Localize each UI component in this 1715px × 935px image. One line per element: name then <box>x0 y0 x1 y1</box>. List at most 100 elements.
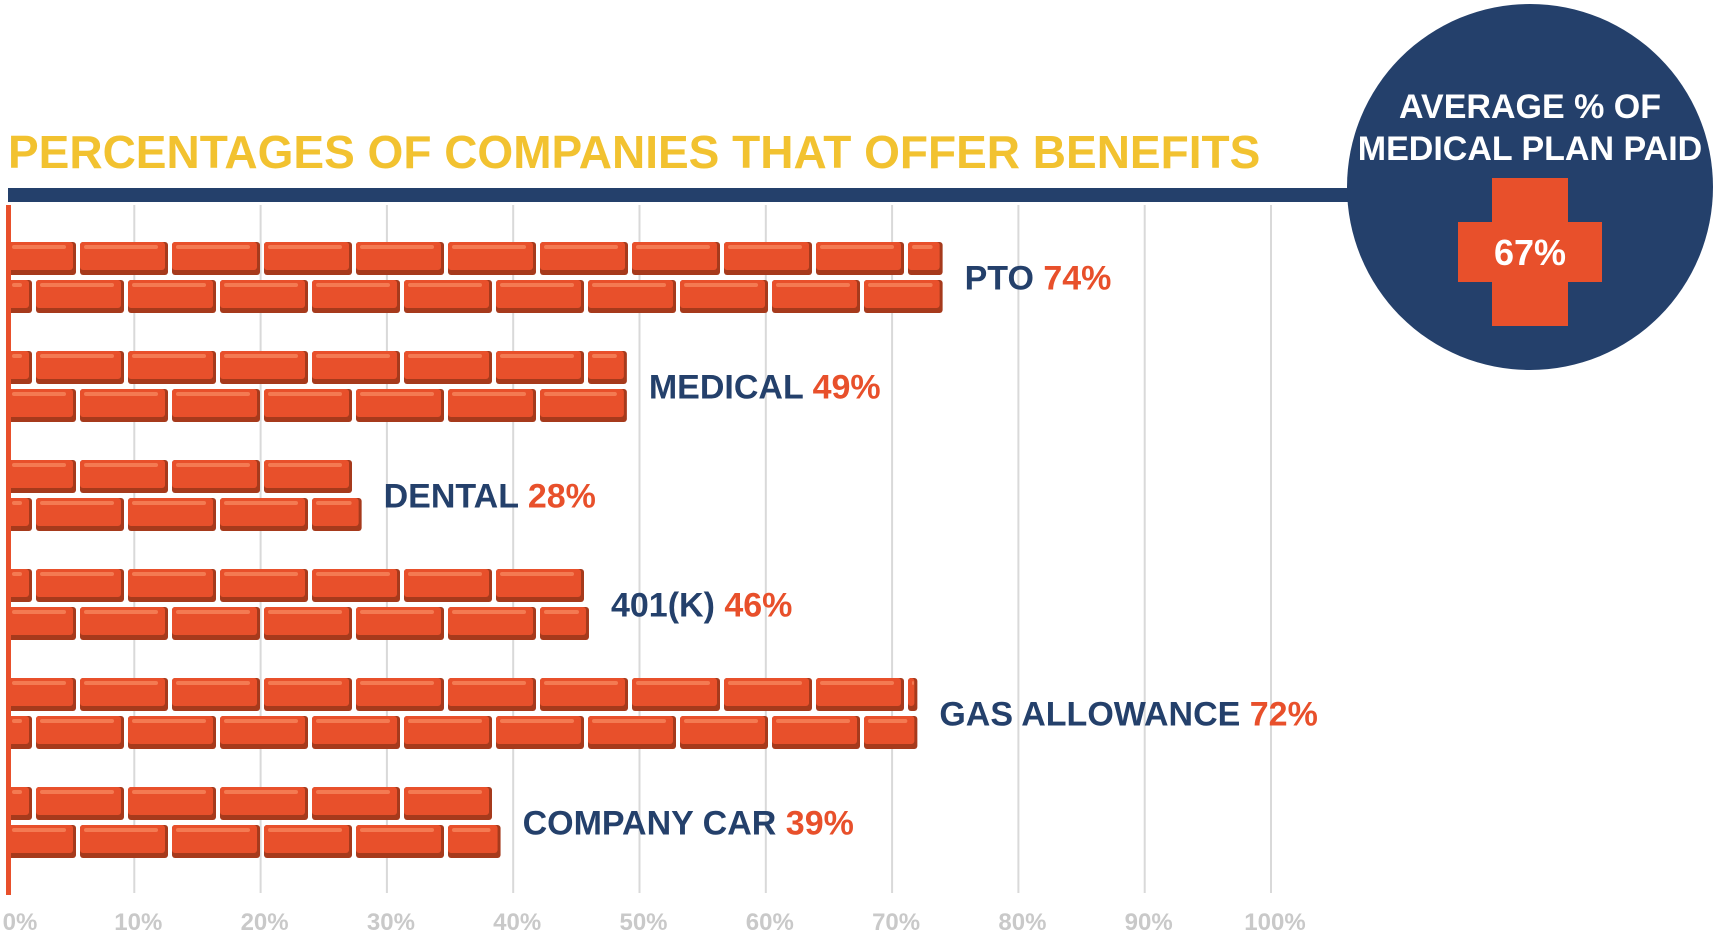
medical-plan-badge: AVERAGE % OF MEDICAL PLAN PAID 67% <box>1347 4 1713 370</box>
brick-highlight <box>268 610 342 614</box>
label-space <box>1034 260 1043 298</box>
brick-highlight <box>12 790 22 794</box>
brick-highlight <box>592 354 617 358</box>
brick-highlight <box>84 610 158 614</box>
brick-highlight <box>268 245 342 249</box>
brick-highlight <box>316 354 390 358</box>
brick-highlight <box>636 245 710 249</box>
brick-highlight <box>636 681 710 685</box>
brick-highlight <box>224 572 298 576</box>
brick-highlight <box>176 681 250 685</box>
value-label: 49% <box>813 369 881 407</box>
brick-highlight <box>224 719 298 723</box>
brick-highlight <box>268 463 342 467</box>
brick <box>8 351 29 379</box>
brick-highlight <box>12 392 66 396</box>
brick-highlight <box>452 610 526 614</box>
value-label: 74% <box>1043 260 1111 298</box>
x-tick-label: 10% <box>114 909 162 935</box>
brick <box>908 678 915 706</box>
brick-highlight <box>12 572 22 576</box>
category-name: GAS ALLOWANCE <box>939 696 1240 734</box>
x-tick-label: 90% <box>1125 909 1173 935</box>
brick-highlight <box>268 828 342 832</box>
brick-highlight <box>820 245 894 249</box>
brick-highlight <box>544 392 617 396</box>
brick-highlight <box>544 681 618 685</box>
brick-highlight <box>268 681 342 685</box>
brick-highlight <box>12 354 22 358</box>
brick-highlight <box>12 245 66 249</box>
brick-highlight <box>360 610 434 614</box>
brick-highlight <box>84 681 158 685</box>
brick-highlight <box>12 610 66 614</box>
brick-highlight <box>132 719 206 723</box>
brick-highlight <box>224 790 298 794</box>
brick-highlight <box>684 719 758 723</box>
label-space <box>803 369 812 407</box>
title-underline <box>8 188 1408 202</box>
label-space <box>715 587 724 625</box>
brick-highlight <box>40 501 114 505</box>
brick-highlight <box>268 392 342 396</box>
brick-highlight <box>544 610 579 614</box>
brick-highlight <box>12 463 66 467</box>
category-label: MEDICAL 49% <box>649 369 881 407</box>
brick-highlight <box>684 283 758 287</box>
brick-highlight <box>40 790 114 794</box>
brick-highlight <box>868 719 908 723</box>
brick-highlight <box>408 354 482 358</box>
category-name: DENTAL <box>384 478 519 516</box>
x-tick-label: 80% <box>998 909 1046 935</box>
value-label: 46% <box>724 587 792 625</box>
brick-highlight <box>912 681 914 685</box>
brick-highlight <box>500 719 574 723</box>
brick-highlight <box>592 719 666 723</box>
badge-title-line1: AVERAGE % OF <box>1399 88 1661 126</box>
brick-highlight <box>224 283 298 287</box>
brick-highlight <box>500 283 574 287</box>
bar <box>8 351 627 422</box>
value-label: 28% <box>528 478 596 516</box>
brick <box>8 716 29 744</box>
brick-highlight <box>820 681 894 685</box>
brick <box>8 280 29 308</box>
brick-highlight <box>40 354 114 358</box>
bar <box>8 678 918 749</box>
x-tick-label: 100% <box>1244 909 1305 935</box>
brick-highlight <box>452 392 526 396</box>
category-label: 401(K) 46% <box>611 587 792 625</box>
bars-group <box>8 242 943 858</box>
x-tick-label: 30% <box>367 909 415 935</box>
brick-highlight <box>132 501 206 505</box>
brick-highlight <box>40 283 114 287</box>
brick-highlight <box>224 501 298 505</box>
value-label: 39% <box>786 805 854 843</box>
category-name: 401(K) <box>611 587 715 625</box>
brick-highlight <box>132 283 206 287</box>
chart-title: PERCENTAGES OF COMPANIES THAT OFFER BENE… <box>8 126 1260 178</box>
brick-highlight <box>452 828 491 832</box>
brick-highlight <box>12 501 22 505</box>
category-label: GAS ALLOWANCE 72% <box>939 696 1317 734</box>
x-axis-ticks: 0% 10% 20% 30% 40% 50% 60% 70% 80% 90% 100% <box>3 909 1306 935</box>
brick-highlight <box>776 719 850 723</box>
brick-highlight <box>84 828 158 832</box>
brick-highlight <box>40 572 114 576</box>
brick-highlight <box>500 572 574 576</box>
brick-highlight <box>316 719 390 723</box>
bar <box>8 460 362 531</box>
category-labels: PTO 74% MEDICAL 49% DENTAL 28% 401(K) 46% GA… <box>384 260 1318 843</box>
brick-highlight <box>12 283 22 287</box>
brick-highlight <box>452 245 526 249</box>
x-tick-label: 0% <box>3 909 38 935</box>
category-name: COMPANY CAR <box>523 805 777 843</box>
medical-cross-icon <box>1458 178 1602 326</box>
brick-highlight <box>176 828 250 832</box>
brick-highlight <box>176 392 250 396</box>
brick-highlight <box>728 681 802 685</box>
brick <box>8 787 29 815</box>
brick <box>8 569 29 597</box>
brick-highlight <box>408 283 482 287</box>
